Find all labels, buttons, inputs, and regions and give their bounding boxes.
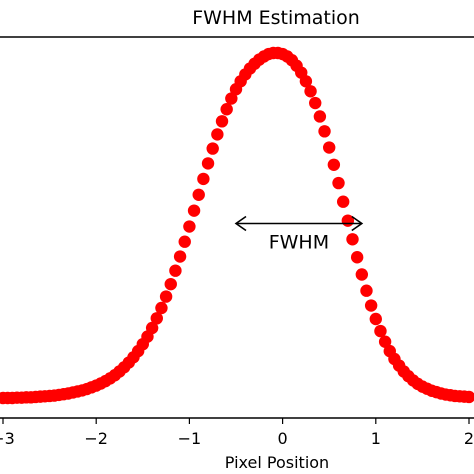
data-point (332, 176, 345, 190)
data-point (187, 204, 201, 217)
data-point (164, 277, 177, 291)
data-point (220, 103, 233, 116)
data-point (360, 284, 373, 297)
data-point (323, 141, 336, 154)
data-point (313, 110, 327, 123)
data-point (304, 85, 317, 98)
plot-area: −3 −2 −1 0 1 2 FWHM (0, 36, 474, 448)
data-point (327, 158, 341, 171)
data-point (350, 251, 364, 264)
data-point (369, 312, 382, 326)
data-point (192, 188, 205, 201)
data-points (0, 46, 474, 405)
fwhm-label: FWHM (269, 232, 329, 254)
data-point (155, 301, 168, 315)
data-point (462, 390, 474, 404)
data-point (225, 92, 238, 105)
data-point (178, 235, 191, 248)
data-point (197, 172, 210, 186)
data-point (150, 312, 163, 325)
data-point (211, 128, 224, 141)
data-point (309, 96, 322, 110)
x-tick-label: −1 (178, 429, 202, 448)
data-point (173, 250, 187, 263)
x-axis-label: Pixel Position (225, 453, 329, 472)
data-point (206, 142, 219, 155)
x-tick-label: 0 (278, 429, 288, 448)
fwhm-left-arrowhead (234, 215, 247, 232)
data-point (346, 233, 359, 246)
x-tick-label: 2 (464, 429, 474, 448)
data-point (318, 125, 331, 138)
data-point (336, 195, 350, 208)
x-tick-label: −3 (0, 429, 15, 448)
data-point (355, 268, 369, 281)
fwhm-annotation: FWHM (234, 215, 364, 254)
data-point (201, 157, 215, 170)
data-point (215, 115, 229, 128)
chart-title: FWHM Estimation (192, 7, 360, 29)
data-point (364, 299, 378, 312)
data-point (169, 264, 182, 277)
data-point (374, 324, 387, 338)
data-point (183, 220, 196, 233)
x-tick-label: −2 (84, 429, 108, 448)
x-ticks: −3 −2 −1 0 1 2 (0, 418, 474, 448)
data-point (159, 290, 173, 303)
data-point (378, 335, 392, 348)
data-point (299, 75, 313, 88)
x-tick-label: 1 (371, 429, 381, 448)
data-point (145, 321, 159, 335)
fwhm-right-arrowhead (351, 215, 364, 232)
